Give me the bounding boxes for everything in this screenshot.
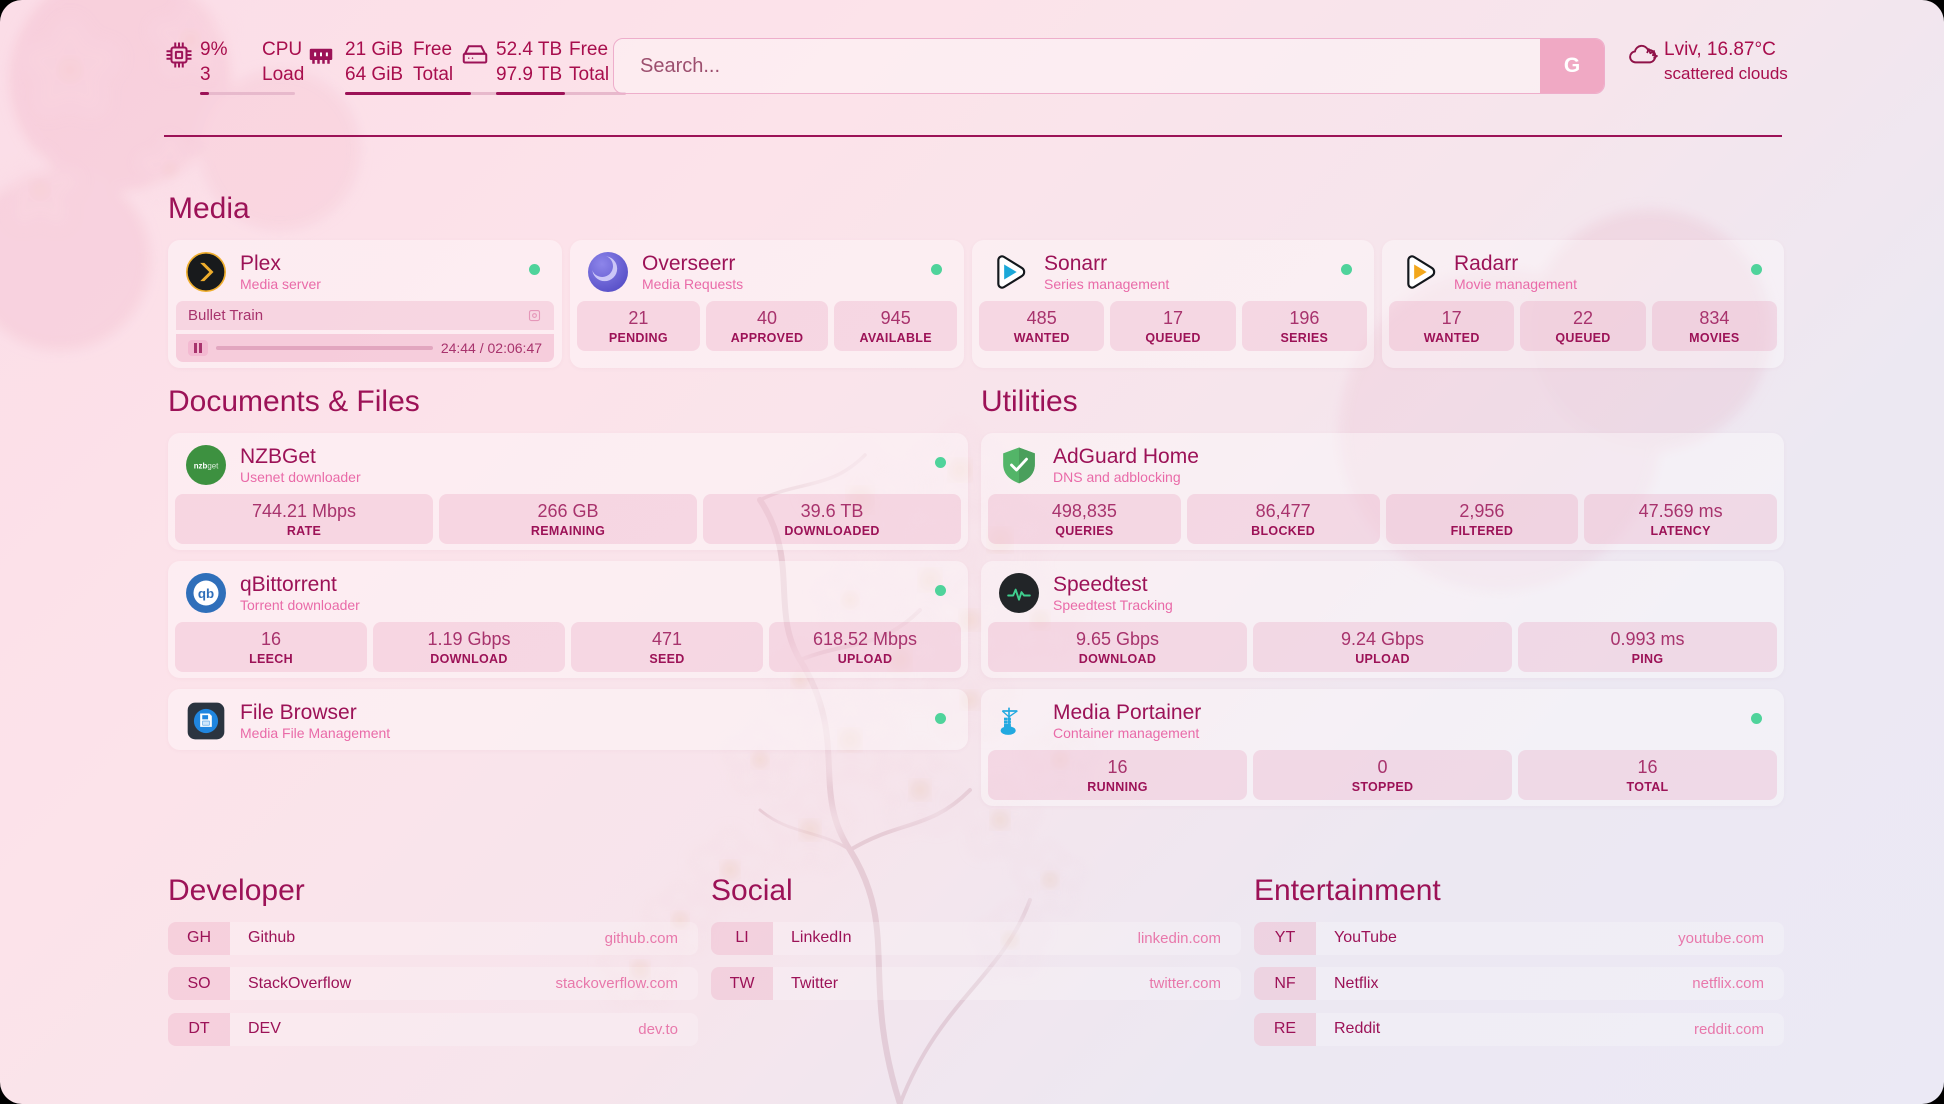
svg-text:nzbget: nzbget — [194, 461, 219, 470]
svg-text:qb: qb — [198, 586, 214, 601]
